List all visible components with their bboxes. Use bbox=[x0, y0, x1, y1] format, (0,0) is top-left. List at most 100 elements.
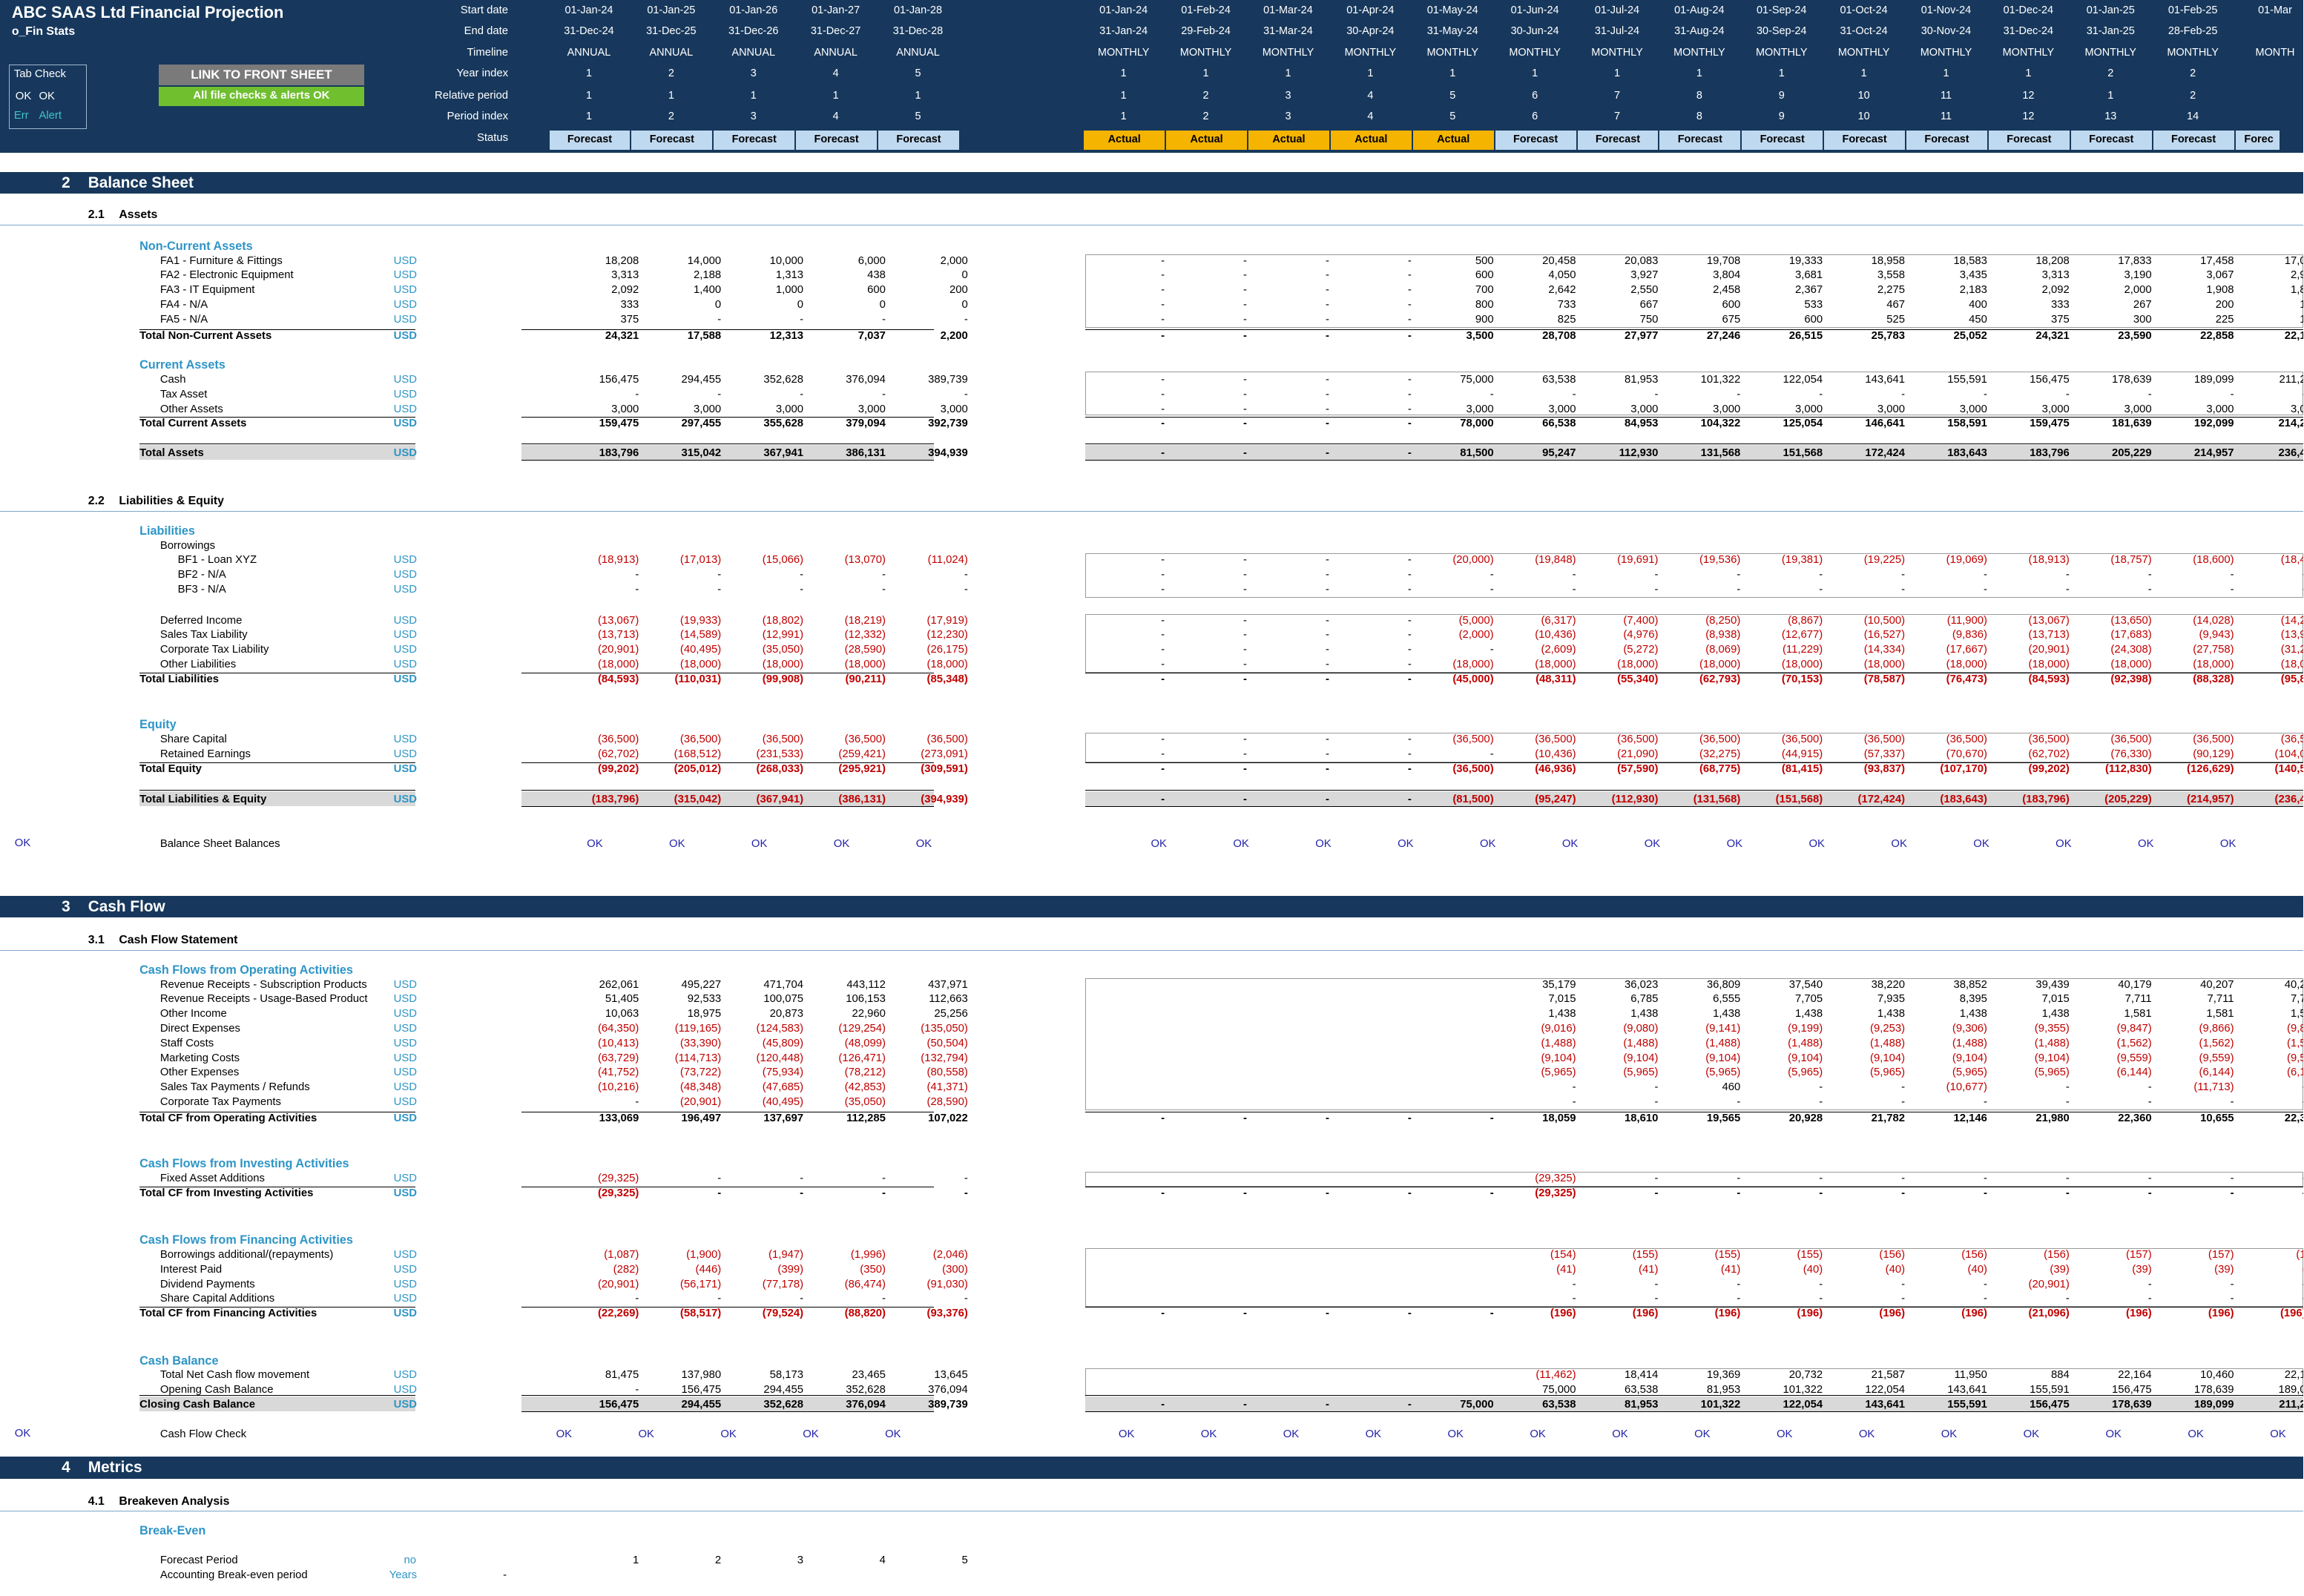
monthly-cell: - bbox=[1325, 762, 1329, 775]
monthly-cell: 38,220 bbox=[1871, 978, 1906, 991]
monthly-cell: (9,847) bbox=[2116, 1023, 2152, 1035]
monthly-cell: (196) bbox=[1879, 1308, 1906, 1320]
monthly-cell: (9,5 bbox=[2287, 1052, 2303, 1064]
subsection-title: Breakeven Analysis bbox=[119, 1494, 230, 1508]
extra-value: - bbox=[503, 1569, 507, 1581]
row-label: Total Net Cash flow movement bbox=[159, 1369, 310, 1382]
monthly-cell: 1,908 bbox=[2206, 284, 2234, 297]
annual-cell: - bbox=[800, 1293, 804, 1305]
monthly_cols-col-rel: 2 bbox=[2190, 89, 2196, 102]
table-row: Total Non-Current Assets USD 24,321 17,588 1… bbox=[0, 329, 2303, 344]
monthly-input-range bbox=[1085, 553, 2303, 598]
row-unit: USD bbox=[393, 794, 417, 806]
annual-cell: OK bbox=[833, 837, 850, 850]
monthly-cell: 131,568 bbox=[1700, 446, 1741, 459]
monthly-cell: 183,796 bbox=[2030, 446, 2070, 459]
monthly-cell: OK bbox=[1151, 837, 1167, 850]
monthly-cell: 375 bbox=[2051, 313, 2070, 326]
monthly-cell: - bbox=[1572, 388, 1576, 400]
total-top-label bbox=[139, 790, 416, 791]
group-heading: Cash Balance bbox=[139, 1353, 219, 1368]
annual-cell: 200 bbox=[949, 284, 968, 297]
table-row: Share Capital USD (36,500) (36,500) (36,500)… bbox=[0, 733, 2303, 748]
annual-cell: - bbox=[717, 584, 722, 596]
monthly-cell: (78,587) bbox=[1863, 673, 1906, 685]
table-row: Accounting Break-even period Years - bbox=[0, 1569, 2303, 1583]
annual-cell: 3 bbox=[797, 1554, 804, 1566]
monthly-cell: (39) bbox=[2050, 1263, 2070, 1276]
monthly-cell: 20,732 bbox=[1788, 1369, 1823, 1382]
annual-cell: (282) bbox=[613, 1263, 639, 1276]
monthly-cell: (31,2 bbox=[2280, 644, 2303, 656]
monthly_cols-col-rel: 8 bbox=[1696, 89, 1702, 102]
link-to-front-sheet-button[interactable]: LINK TO FRONT SHEET bbox=[158, 65, 365, 85]
monthly_cols-col-year: 1 bbox=[1696, 67, 1702, 80]
monthly-cell: 17,0 bbox=[2284, 254, 2303, 267]
monthly-cell: (45,000) bbox=[1452, 673, 1494, 685]
row-unit: USD bbox=[393, 1037, 417, 1049]
monthly-cell: (13,713) bbox=[2028, 629, 2070, 642]
monthly-cell: (8,938) bbox=[1705, 629, 1741, 642]
monthly-cell: (151,568) bbox=[1775, 794, 1823, 806]
monthly_cols-col-period: 14 bbox=[2187, 110, 2199, 122]
annual_cols-col-timeline: ANNUAL bbox=[567, 47, 611, 59]
monthly-cell: (236,4 bbox=[2274, 794, 2303, 806]
row-label: Total Equity bbox=[139, 762, 202, 775]
annual-cell: (17,919) bbox=[926, 614, 968, 627]
monthly-cell: 200 bbox=[2215, 298, 2234, 311]
annual-cell: (29,325) bbox=[597, 1187, 639, 1199]
monthly-cell: 17,458 bbox=[2200, 254, 2234, 267]
monthly-cell: (93,837) bbox=[1863, 762, 1906, 775]
annual-cell: (12,332) bbox=[844, 629, 886, 642]
monthly-cell: (95,8 bbox=[2280, 673, 2303, 685]
monthly-cell: OK bbox=[2056, 837, 2072, 850]
section-title: Balance Sheet bbox=[88, 174, 194, 191]
monthly-cell: 156,475 bbox=[2112, 1384, 2152, 1396]
monthly-cell: - bbox=[1572, 584, 1576, 596]
monthly-cell: 214,2 bbox=[2278, 418, 2303, 430]
monthly-cell: (6,1 bbox=[2287, 1066, 2303, 1079]
monthly_cols-col-year: 1 bbox=[1532, 67, 1538, 80]
monthly-cell: (1,5 bbox=[2287, 1037, 2303, 1049]
monthly-cell: - bbox=[2147, 1081, 2152, 1094]
total-bottom-monthly bbox=[1085, 1411, 2303, 1412]
monthly-cell: (5,272) bbox=[1623, 644, 1659, 656]
file-checks-status-badge: All file checks & alerts OK bbox=[158, 86, 365, 106]
monthly-cell: - bbox=[1325, 329, 1329, 342]
monthly-cell: (1,562) bbox=[2116, 1037, 2152, 1049]
monthly-cell: - bbox=[1161, 329, 1165, 342]
annual-cell: - bbox=[717, 569, 722, 581]
total-underline-annual bbox=[521, 329, 935, 330]
annual-cell: (91,030) bbox=[926, 1278, 968, 1290]
row-unit: USD bbox=[393, 1096, 417, 1109]
row-unit: USD bbox=[393, 284, 417, 297]
section-title: Cash Flow bbox=[88, 897, 165, 915]
monthly-cell: 18,958 bbox=[1871, 254, 1906, 267]
annual-cell: 0 bbox=[961, 269, 968, 282]
annual-cell: (18,802) bbox=[762, 614, 804, 627]
monthly_cols-col-rel: 5 bbox=[1449, 89, 1456, 102]
monthly-cell: OK bbox=[1233, 837, 1249, 850]
monthly-cell: 22,1 bbox=[2284, 329, 2303, 342]
monthly-cell: (5,965) bbox=[1870, 1066, 1906, 1079]
monthly-cell: - bbox=[1983, 388, 1987, 400]
monthly-cell: (18,000) bbox=[1535, 659, 1576, 671]
monthly-cell: - bbox=[1161, 269, 1165, 282]
table-row: Interest Paid USD (282) (446) (399) (350) (300… bbox=[0, 1263, 2303, 1278]
monthly-cell: - bbox=[1243, 269, 1247, 282]
monthly-cell: - bbox=[1161, 614, 1165, 627]
annual-cell: (26,175) bbox=[926, 644, 968, 656]
status-cell: Actual bbox=[1084, 131, 1165, 150]
monthly-cell: - bbox=[1407, 584, 1412, 596]
total-top-monthly bbox=[1085, 1395, 2303, 1396]
table-row: Direct Expenses USD (64,350) (119,165) (124,… bbox=[0, 1022, 2303, 1037]
status-cell: Forecast bbox=[1906, 131, 1987, 150]
monthly-cell: (92,398) bbox=[2110, 673, 2152, 685]
monthly-cell: - bbox=[1572, 1081, 1576, 1094]
monthly-cell: - bbox=[1901, 1173, 1906, 1185]
monthly-cell: (1,488) bbox=[1623, 1037, 1659, 1049]
monthly-cell: (19,381) bbox=[1781, 554, 1823, 567]
row-unit: USD bbox=[393, 313, 417, 326]
group-heading: Liabilities bbox=[139, 524, 195, 538]
